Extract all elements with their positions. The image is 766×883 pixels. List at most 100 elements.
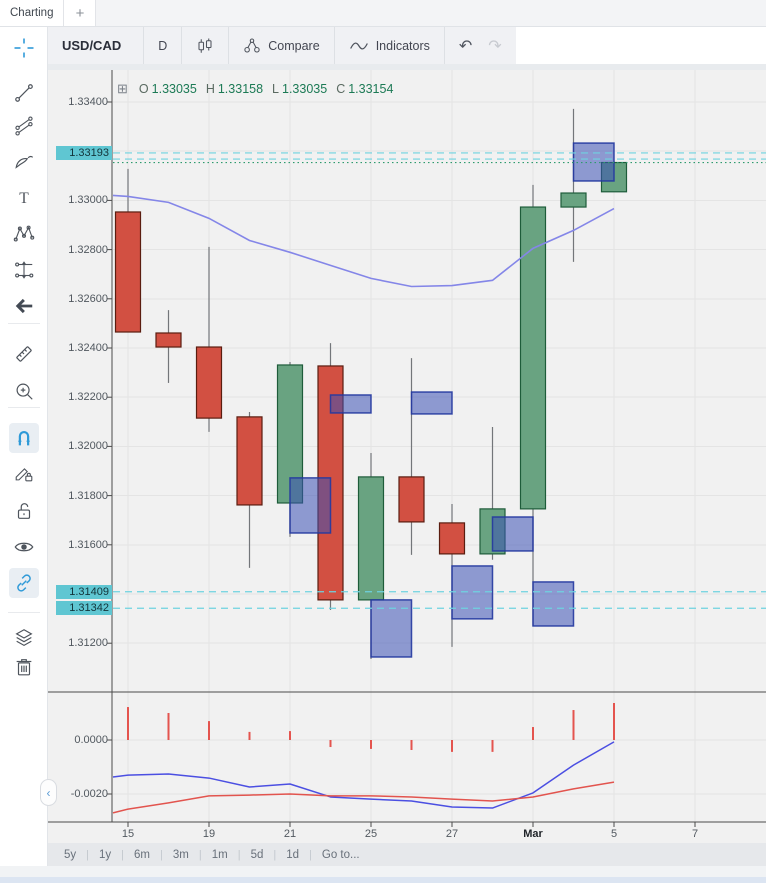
trend-line-icon xyxy=(13,82,35,104)
tool-magnet[interactable] xyxy=(9,423,39,453)
candle-19[interactable] xyxy=(195,346,223,419)
time-tick-label: Mar xyxy=(523,828,543,840)
range-separator: | xyxy=(237,848,241,861)
tool-crosshair[interactable] xyxy=(9,33,39,63)
chart-panel[interactable]: ⊞ O 1.33035 H 1.33158 L 1.33035 C 1.33154 1.… xyxy=(48,70,766,883)
range-separator: | xyxy=(160,848,163,861)
range-button-3m[interactable]: 3m xyxy=(172,848,189,861)
magnet-icon xyxy=(13,427,35,449)
sidebar-divider xyxy=(8,612,40,613)
drawing-box[interactable] xyxy=(410,391,453,415)
candle-Mar[interactable] xyxy=(519,206,547,510)
eye-icon xyxy=(13,536,35,558)
price-level-badge[interactable]: 1.31409 xyxy=(56,584,112,599)
drawing-box[interactable] xyxy=(451,565,494,620)
tool-forecast[interactable] xyxy=(9,255,39,285)
price-tick-label: 1.33400 xyxy=(68,96,108,108)
range-button-1y[interactable]: 1y xyxy=(99,848,112,861)
range-separator: | xyxy=(309,848,312,861)
price-level-badge[interactable]: 1.33193 xyxy=(56,145,112,160)
redo-icon: ↷ xyxy=(488,37,502,55)
candle-15[interactable] xyxy=(114,211,142,333)
tool-trash[interactable] xyxy=(9,652,39,682)
toolbar-button-group: USD/CAD D xyxy=(48,27,516,64)
range-button-1d[interactable]: 1d xyxy=(286,848,300,861)
redo-button[interactable]: ↷ xyxy=(480,27,515,64)
indicators-icon xyxy=(349,39,369,53)
candle-4[interactable] xyxy=(560,192,587,208)
tool-arrow-back[interactable] xyxy=(9,291,39,321)
indicator-tick-label: -0.0020 xyxy=(70,788,108,800)
drawing-box[interactable] xyxy=(572,142,615,182)
tool-visibility[interactable] xyxy=(9,532,39,562)
high-label: H xyxy=(205,82,215,96)
link-icon xyxy=(13,572,35,594)
drawing-box[interactable] xyxy=(329,394,372,414)
compare-icon xyxy=(243,37,261,55)
text-tool-icon: T xyxy=(13,187,35,209)
candlestick-style-icon xyxy=(196,37,214,55)
tool-drawing-lock[interactable] xyxy=(9,458,39,488)
tool-trend-line[interactable] xyxy=(9,78,39,108)
range-button-5d[interactable]: 5d xyxy=(250,848,264,861)
symbol-button[interactable]: USD/CAD xyxy=(48,27,145,64)
candle-27[interactable] xyxy=(438,522,466,555)
tool-ruler[interactable] xyxy=(9,339,39,369)
legend-maximize-icon[interactable]: ⊞ xyxy=(117,81,128,96)
tool-text[interactable]: T xyxy=(9,183,39,213)
price-tick-label: 1.32800 xyxy=(68,243,108,256)
open-label: O xyxy=(138,82,149,96)
chart-style-button[interactable] xyxy=(182,27,230,64)
tool-trend-lines-group[interactable] xyxy=(9,111,39,141)
time-tick-label: 5 xyxy=(610,828,618,840)
price-tick-label: 1.32000 xyxy=(68,440,108,453)
tab-charting[interactable]: Charting xyxy=(0,0,65,26)
collapse-sidebar-handle[interactable]: ‹ xyxy=(40,779,57,806)
tool-xabcd-pattern[interactable] xyxy=(9,219,39,249)
interval-button[interactable]: D xyxy=(144,27,183,64)
zoom-in-icon xyxy=(13,380,35,402)
drawing-box[interactable] xyxy=(370,599,413,658)
signal-line xyxy=(112,781,615,814)
indicators-label: Indicators xyxy=(375,38,430,53)
range-button-5y[interactable]: 5y xyxy=(64,848,77,861)
tool-brush[interactable] xyxy=(9,146,39,176)
time-tick-label: 25 xyxy=(364,828,378,840)
drawing-box[interactable] xyxy=(532,581,575,627)
new-tab-button[interactable]: + xyxy=(64,0,97,26)
tool-link[interactable] xyxy=(9,568,39,598)
range-separator: | xyxy=(121,848,125,861)
tool-layers[interactable] xyxy=(9,623,39,653)
chart-toolbar: USD/CAD D xyxy=(48,27,766,64)
compare-button[interactable]: Compare xyxy=(229,27,335,64)
candle-26[interactable] xyxy=(398,476,425,523)
multi-trend-line-icon xyxy=(13,115,35,137)
candle-16[interactable] xyxy=(155,332,182,348)
undo-button[interactable]: ↶ xyxy=(445,27,480,64)
candle-25[interactable] xyxy=(357,476,385,601)
low-label: L xyxy=(272,82,279,96)
range-button-6m[interactable]: 6m xyxy=(134,848,151,861)
tool-zoom-in[interactable] xyxy=(9,376,39,406)
tool-unlock[interactable] xyxy=(9,496,39,526)
macd-line xyxy=(112,741,615,809)
indicators-button[interactable]: Indicators xyxy=(335,27,445,64)
range-button-1m[interactable]: 1m xyxy=(211,848,228,861)
drawing-box[interactable] xyxy=(491,516,534,552)
drawing-toolbar: T xyxy=(0,27,48,866)
drawing-box[interactable] xyxy=(289,477,332,534)
price-level-badge[interactable]: 1.31342 xyxy=(56,601,112,616)
time-tick-label: 15 xyxy=(121,828,135,840)
undo-icon: ↶ xyxy=(458,37,473,55)
candle-20[interactable] xyxy=(236,416,263,506)
symbol-label: USD/CAD xyxy=(62,38,122,53)
pencil-lock-icon xyxy=(13,462,35,484)
open-value: 1.33035 xyxy=(151,82,197,96)
arrow-left-icon xyxy=(13,295,35,317)
price-tick-label: 1.32600 xyxy=(68,292,108,305)
range-button-goto[interactable]: Go to... xyxy=(321,848,360,861)
tab-charting-label: Charting xyxy=(10,7,54,19)
price-tick-label: 1.31200 xyxy=(68,637,108,650)
